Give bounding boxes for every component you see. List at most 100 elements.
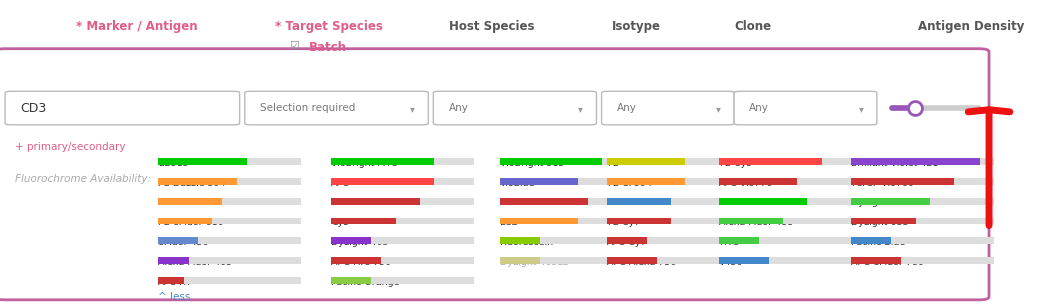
Text: + primary/secondary: + primary/secondary xyxy=(16,142,125,152)
Text: PE-Vio770: PE-Vio770 xyxy=(331,199,378,207)
Text: ▾: ▾ xyxy=(578,105,583,115)
Bar xyxy=(588,198,643,205)
Text: Fluorescein: Fluorescein xyxy=(500,238,554,247)
Bar xyxy=(331,257,381,264)
Text: DyLight 405LS: DyLight 405LS xyxy=(500,258,568,267)
Text: Cy5: Cy5 xyxy=(331,218,350,227)
Text: Alexa Fluor 488: Alexa Fluor 488 xyxy=(719,218,793,227)
Bar xyxy=(686,178,749,185)
Text: Antigen Density: Antigen Density xyxy=(918,20,1024,33)
Bar xyxy=(719,158,821,165)
Bar xyxy=(223,198,301,205)
Text: Brilliant Violet 421: Brilliant Violet 421 xyxy=(852,159,938,168)
Bar xyxy=(420,198,474,205)
Text: PE-Cy7: PE-Cy7 xyxy=(607,218,640,227)
Bar xyxy=(371,237,474,244)
Bar xyxy=(607,257,656,264)
Text: APC: APC xyxy=(331,179,350,188)
Bar xyxy=(158,178,236,185)
Text: DyLight 633: DyLight 633 xyxy=(852,218,909,227)
Bar xyxy=(189,257,301,264)
Bar xyxy=(578,218,643,224)
Text: VioBright FITC: VioBright FITC xyxy=(331,159,398,168)
Bar xyxy=(434,178,474,185)
Bar xyxy=(719,198,808,205)
Bar xyxy=(158,218,212,224)
Bar xyxy=(852,237,891,244)
Bar xyxy=(797,178,861,185)
Bar xyxy=(607,198,671,205)
Text: * Marker / Antigen: * Marker / Antigen xyxy=(76,20,199,33)
Bar xyxy=(915,218,994,224)
Bar xyxy=(980,158,994,165)
Bar xyxy=(902,257,994,264)
Text: PerCP-Vio700: PerCP-Vio700 xyxy=(852,179,914,188)
Text: * Target Species: * Target Species xyxy=(275,20,384,33)
Text: BB515: BB515 xyxy=(158,159,189,168)
Bar xyxy=(500,178,578,185)
Bar xyxy=(769,257,861,264)
Text: Alexa Fluor 647: Alexa Fluor 647 xyxy=(500,199,574,207)
Bar xyxy=(719,237,759,244)
Text: PE-CF594: PE-CF594 xyxy=(607,179,652,188)
Bar xyxy=(500,237,539,244)
Bar xyxy=(719,178,797,185)
Bar xyxy=(607,218,671,224)
Bar xyxy=(158,198,223,205)
Text: PE-Dazzle 594: PE-Dazzle 594 xyxy=(158,179,226,188)
Bar xyxy=(331,178,434,185)
Bar xyxy=(656,257,749,264)
Bar xyxy=(852,158,980,165)
Bar xyxy=(331,277,371,284)
Bar xyxy=(198,237,301,244)
Text: ▾: ▾ xyxy=(859,105,863,115)
Text: DyLight 405: DyLight 405 xyxy=(331,238,389,247)
Bar xyxy=(852,178,954,185)
Bar xyxy=(607,178,686,185)
FancyBboxPatch shape xyxy=(434,91,597,125)
Text: ▾: ▾ xyxy=(716,105,721,115)
Text: Fluorochrome Availability:: Fluorochrome Availability: xyxy=(16,174,152,184)
Text: VioBright 515: VioBright 515 xyxy=(500,159,564,168)
Text: ^ less: ^ less xyxy=(158,292,190,302)
Text: ECD: ECD xyxy=(500,218,519,227)
Bar xyxy=(539,257,643,264)
Bar xyxy=(783,218,861,224)
Bar xyxy=(500,158,602,165)
Text: APC-eFluor 780: APC-eFluor 780 xyxy=(852,258,924,267)
Bar xyxy=(607,158,686,165)
Text: PE-Cy5: PE-Cy5 xyxy=(719,159,752,168)
Text: Pacific Orange: Pacific Orange xyxy=(331,278,400,287)
Bar xyxy=(331,198,420,205)
Bar xyxy=(852,198,930,205)
Bar xyxy=(647,237,749,244)
Text: APC-Alexa 750: APC-Alexa 750 xyxy=(607,258,676,267)
Text: Selection required: Selection required xyxy=(260,103,355,113)
Bar xyxy=(686,158,749,165)
Bar xyxy=(578,178,643,185)
Bar xyxy=(719,257,769,264)
Bar xyxy=(331,158,434,165)
FancyBboxPatch shape xyxy=(602,91,735,125)
Text: APC-Vio770: APC-Vio770 xyxy=(719,179,773,188)
Text: ☑: ☑ xyxy=(288,41,299,51)
Bar xyxy=(236,178,301,185)
Text: FITC: FITC xyxy=(719,238,739,247)
FancyBboxPatch shape xyxy=(735,91,877,125)
Text: APC-Cy7: APC-Cy7 xyxy=(607,238,647,247)
Bar xyxy=(331,218,396,224)
Text: Pacific Blue: Pacific Blue xyxy=(852,238,906,247)
Text: Any: Any xyxy=(617,103,636,113)
Bar xyxy=(607,237,647,244)
Text: CF405M: CF405M xyxy=(607,199,645,207)
FancyBboxPatch shape xyxy=(5,91,239,125)
Text: CD3: CD3 xyxy=(21,102,47,115)
Bar xyxy=(212,218,301,224)
Text: V450: V450 xyxy=(719,258,743,267)
Bar xyxy=(158,158,247,165)
Bar xyxy=(247,158,301,165)
Bar xyxy=(500,257,539,264)
Bar xyxy=(158,257,189,264)
Text: APC-Fire 750: APC-Fire 750 xyxy=(331,258,392,267)
Bar xyxy=(821,158,861,165)
